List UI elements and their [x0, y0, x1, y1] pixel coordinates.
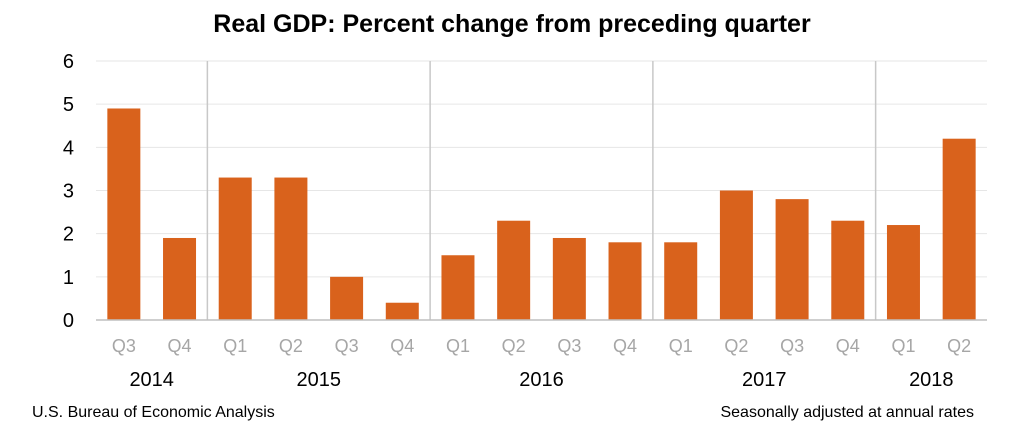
y-tick-label: 5: [63, 94, 74, 116]
x-tick-label: Q1: [891, 336, 915, 356]
y-tick-label: 4: [63, 137, 74, 159]
y-tick-label: 0: [63, 310, 74, 332]
y-tick-label: 1: [63, 267, 74, 289]
x-tick-label: Q2: [947, 336, 971, 356]
year-label: 2016: [519, 369, 564, 391]
y-tick-label: 3: [63, 181, 74, 203]
year-label: 2014: [129, 369, 174, 391]
bar: [719, 190, 753, 320]
bar: [330, 276, 364, 320]
y-tick-label: 6: [63, 51, 74, 73]
note-label: Seasonally adjusted at annual rates: [720, 404, 974, 421]
bar: [218, 177, 252, 320]
x-tick-label: Q1: [446, 336, 470, 356]
year-label: 2017: [742, 369, 787, 391]
bar: [552, 237, 586, 320]
bar: [163, 237, 197, 320]
bar: [664, 242, 698, 320]
bar: [274, 177, 308, 320]
x-tick-label: Q4: [613, 336, 637, 356]
x-tick-label: Q2: [724, 336, 748, 356]
bar: [831, 220, 865, 320]
x-tick-label: Q3: [780, 336, 804, 356]
bar: [385, 302, 419, 320]
x-tick-label: Q1: [669, 336, 693, 356]
bar: [775, 199, 809, 320]
x-tick-label: Q1: [223, 336, 247, 356]
year-label: 2018: [909, 369, 954, 391]
y-tick-label: 2: [63, 224, 74, 246]
bar: [608, 242, 642, 320]
x-tick-label: Q4: [390, 336, 414, 356]
x-tick-label: Q2: [279, 336, 303, 356]
bar: [441, 255, 475, 320]
x-tick-label: Q4: [836, 336, 860, 356]
bar: [886, 225, 920, 320]
x-tick-label: Q4: [168, 336, 192, 356]
x-tick-label: Q2: [502, 336, 526, 356]
bar: [497, 220, 531, 320]
x-tick-label: Q3: [112, 336, 136, 356]
bar: [942, 138, 976, 320]
x-tick-label: Q3: [335, 336, 359, 356]
bar: [107, 108, 141, 320]
x-tick-label: Q3: [557, 336, 581, 356]
source-label: U.S. Bureau of Economic Analysis: [32, 404, 275, 421]
chart-title: Real GDP: Percent change from preceding …: [213, 10, 811, 38]
year-label: 2015: [297, 369, 342, 391]
